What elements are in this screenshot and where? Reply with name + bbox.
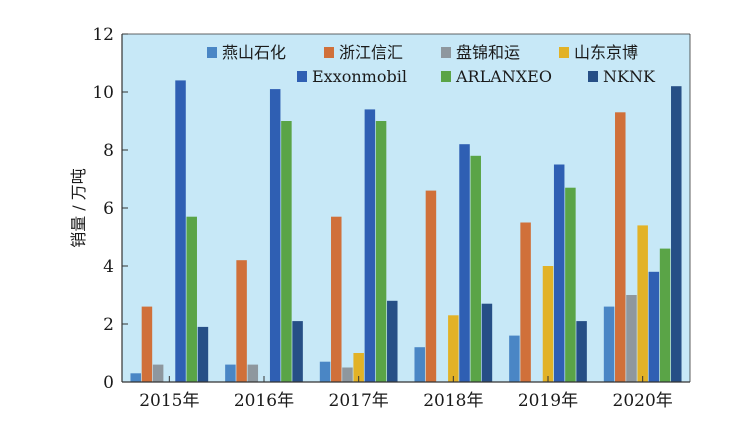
ticks-group: 0 2 4 6 8 10 12 2015年 2016年 2017年 2018年 2019年 2020年: [92, 25, 672, 411]
legend-swatch: [207, 47, 217, 58]
legend-label: 山东京博: [574, 43, 638, 62]
x-tick-label: 2020年: [613, 391, 673, 411]
bar: [603, 306, 615, 382]
bar: [186, 216, 197, 382]
x-tick-label: 2019年: [518, 391, 578, 411]
legend-label: Exxonmobil: [312, 67, 407, 86]
bar: [448, 315, 459, 382]
bar: [141, 306, 153, 382]
y-tick-label: 8: [103, 141, 114, 161]
bars-group: [130, 80, 682, 383]
bar: [481, 303, 493, 382]
bar: [375, 121, 387, 382]
bar: [542, 266, 554, 382]
bar: [331, 216, 342, 382]
bar: [425, 190, 437, 382]
y-tick-label: 10: [92, 83, 114, 103]
legend-label: NKNK: [603, 67, 656, 86]
bar: [626, 295, 637, 382]
bar: [353, 353, 364, 382]
bar: [576, 321, 587, 382]
bar: [414, 347, 425, 382]
bar: [175, 80, 186, 383]
legend-swatch: [441, 71, 451, 82]
bar: [671, 86, 682, 382]
bar: [364, 109, 376, 383]
bar: [292, 321, 303, 382]
bar: [152, 364, 164, 382]
legend-swatch: [297, 71, 307, 82]
y-tick-label: 4: [103, 257, 114, 277]
bar: [520, 222, 531, 382]
bar: [565, 187, 576, 382]
y-tick-label: 2: [103, 315, 114, 335]
bar: [236, 260, 247, 382]
bar: [637, 225, 648, 382]
y-axis-label: 销量 / 万吨: [69, 168, 88, 248]
bar: [470, 155, 481, 382]
x-tick-label: 2017年: [329, 391, 389, 411]
bar: [509, 335, 520, 382]
y-tick-label: 0: [103, 373, 114, 393]
bar: [130, 373, 141, 382]
bar: [459, 144, 470, 382]
bar: [247, 364, 259, 382]
y-tick-label: 12: [92, 25, 114, 45]
bar: [225, 364, 236, 382]
legend-label: 燕山石化: [222, 43, 286, 62]
bar: [615, 112, 626, 383]
legend-swatch: [324, 47, 334, 58]
legend-label: 盘锦和运: [456, 43, 520, 62]
legend-swatch: [588, 71, 598, 82]
bar: [269, 89, 281, 382]
y-tick-label: 6: [103, 199, 114, 219]
x-tick-label: 2016年: [234, 391, 294, 411]
legend-label: 浙江信汇: [339, 43, 403, 62]
bar: [342, 367, 353, 382]
x-tick-label: 2018年: [423, 391, 483, 411]
bar: [319, 361, 331, 382]
bar: [553, 164, 565, 382]
x-tick-label: 2015年: [139, 391, 199, 411]
bar: [197, 326, 209, 382]
legend-swatch: [441, 47, 451, 58]
legend-swatch: [559, 47, 569, 58]
legend-label: ARLANXEO: [455, 67, 552, 86]
bar: [387, 300, 398, 382]
bar: [659, 248, 671, 382]
plot-area: [122, 34, 690, 382]
bar: [648, 271, 660, 382]
legend: 燕山石化 浙江信汇 盘锦和运 山东京博 Exxonmobil ARLANXEO NKNK: [207, 43, 656, 86]
bar: [281, 121, 292, 382]
